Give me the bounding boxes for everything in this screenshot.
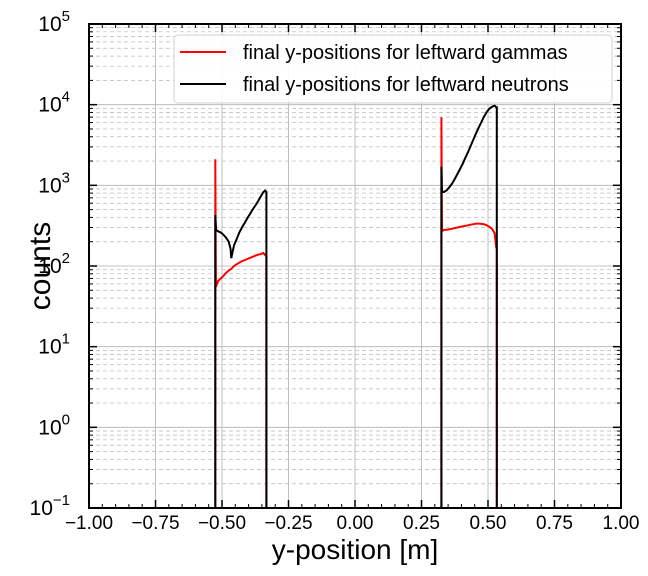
- y-axis-label: counts: [24, 222, 57, 310]
- y-tick-exponent: −1: [53, 492, 70, 509]
- y-tick-exponent: 5: [62, 8, 70, 25]
- x-tick-label: 0.75: [536, 513, 573, 534]
- y-tick-label: 104: [38, 89, 70, 117]
- y-tick-label: 101: [38, 331, 70, 359]
- y-tick-label: 103: [38, 169, 70, 197]
- y-tick-exponent: 4: [62, 89, 70, 106]
- y-tick-exponent: 2: [62, 250, 70, 267]
- y-tick-exponent: 0: [62, 411, 70, 428]
- series-line-neutrons: [214, 104, 498, 509]
- y-tick-exponent: 1: [62, 331, 70, 348]
- x-tick-label: −0.75: [131, 513, 179, 534]
- x-tick-label: −0.25: [264, 513, 312, 534]
- x-tick-label: −0.50: [198, 513, 246, 534]
- x-tick-label: 0.50: [470, 513, 507, 534]
- series-line-gammas: [214, 117, 498, 509]
- series-layer: [214, 104, 498, 509]
- x-tick-label: 0.25: [403, 513, 440, 534]
- y-tick-label: 10−1: [30, 492, 70, 520]
- legend-label-gammas: final y-positions for leftward gammas: [243, 42, 568, 64]
- x-axis-label: y-position [m]: [272, 534, 439, 565]
- y-tick-label: 105: [38, 8, 70, 36]
- x-tick-labels: −1.00 −0.75 −0.50 −0.25 0.00 0.25 0.50 0.75 1.00: [65, 513, 640, 534]
- axis-ticks: [88, 23, 622, 509]
- x-tick-label: 1.00: [603, 513, 640, 534]
- legend-box: [173, 34, 613, 104]
- grid: [88, 23, 622, 509]
- legend-label-neutrons: final y-positions for leftward neutrons: [243, 74, 569, 96]
- x-tick-label: 0.00: [337, 513, 374, 534]
- x-tick-label: −1.00: [65, 513, 113, 534]
- y-tick-label: 100: [38, 411, 70, 439]
- y-tick-exponent: 3: [62, 169, 70, 186]
- legend: final y-positions for leftward gammas fi…: [173, 34, 613, 104]
